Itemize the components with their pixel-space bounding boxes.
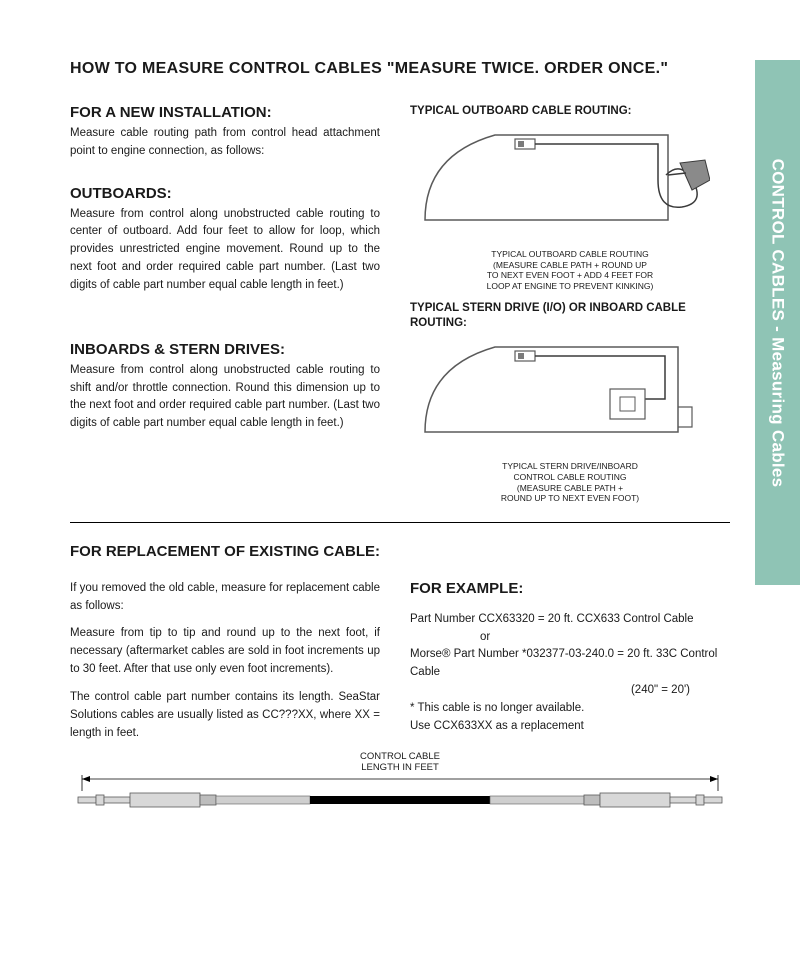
section-divider bbox=[70, 522, 730, 523]
example-line1: Part Number CCX63320 = 20 ft. CCX633 Con… bbox=[410, 611, 730, 629]
example-line3: (240" = 20') bbox=[410, 682, 730, 700]
replacement-para1: If you removed the old cable, measure fo… bbox=[70, 580, 380, 616]
stern-caption: TYPICAL STERN DRIVE/INBOARD CONTROL CABL… bbox=[410, 461, 730, 504]
outboards-text: Measure from control along unobstructed … bbox=[70, 206, 380, 295]
example-note2: Use CCX633XX as a replacement bbox=[410, 718, 730, 736]
example-col: FOR EXAMPLE: Part Number CCX63320 = 20 f… bbox=[410, 580, 730, 743]
outboards-heading: OUTBOARDS: bbox=[70, 185, 380, 202]
replacement-heading: FOR REPLACEMENT OF EXISTING CABLE: bbox=[70, 543, 730, 560]
cable-length-diagram: CONTROL CABLE LENGTH IN FEET bbox=[70, 752, 730, 820]
side-tab-text: CONTROL CABLES - Measuring Cables bbox=[768, 158, 788, 487]
replacement-para3: The control cable part number contains i… bbox=[70, 689, 380, 742]
outboard-diagram bbox=[410, 125, 710, 240]
right-column: TYPICAL OUTBOARD CABLE ROUTING: TYPICAL … bbox=[410, 104, 730, 504]
outboard-caption: TYPICAL OUTBOARD CABLE ROUTING (MEASURE … bbox=[410, 249, 730, 292]
example-note1: * This cable is no longer available. bbox=[410, 700, 730, 718]
stern-diagram-label: TYPICAL STERN DRIVE (I/O) OR INBOARD CAB… bbox=[410, 301, 730, 331]
page-content: HOW TO MEASURE CONTROL CABLES "MEASURE T… bbox=[70, 60, 730, 820]
new-install-heading: FOR A NEW INSTALLATION: bbox=[70, 104, 380, 121]
left-column: FOR A NEW INSTALLATION: Measure cable ro… bbox=[70, 104, 380, 504]
stern-diagram bbox=[410, 337, 710, 452]
cable-svg bbox=[70, 773, 730, 815]
new-install-text: Measure cable routing path from control … bbox=[70, 125, 380, 161]
replacement-para2: Measure from tip to tip and round up to … bbox=[70, 625, 380, 678]
inboards-heading: INBOARDS & STERN DRIVES: bbox=[70, 341, 380, 358]
inboards-text: Measure from control along unobstructed … bbox=[70, 362, 380, 433]
side-tab: CONTROL CABLES - Measuring Cables bbox=[755, 60, 800, 585]
replacement-text-col: If you removed the old cable, measure fo… bbox=[70, 580, 380, 743]
upper-section: FOR A NEW INSTALLATION: Measure cable ro… bbox=[70, 104, 730, 504]
example-or: or bbox=[410, 629, 730, 647]
example-heading: FOR EXAMPLE: bbox=[410, 580, 730, 597]
page-title: HOW TO MEASURE CONTROL CABLES "MEASURE T… bbox=[70, 60, 730, 78]
lower-section: If you removed the old cable, measure fo… bbox=[70, 580, 730, 743]
example-line2: Morse® Part Number *032377-03-240.0 = 20… bbox=[410, 646, 730, 682]
outboard-diagram-label: TYPICAL OUTBOARD CABLE ROUTING: bbox=[410, 104, 730, 119]
